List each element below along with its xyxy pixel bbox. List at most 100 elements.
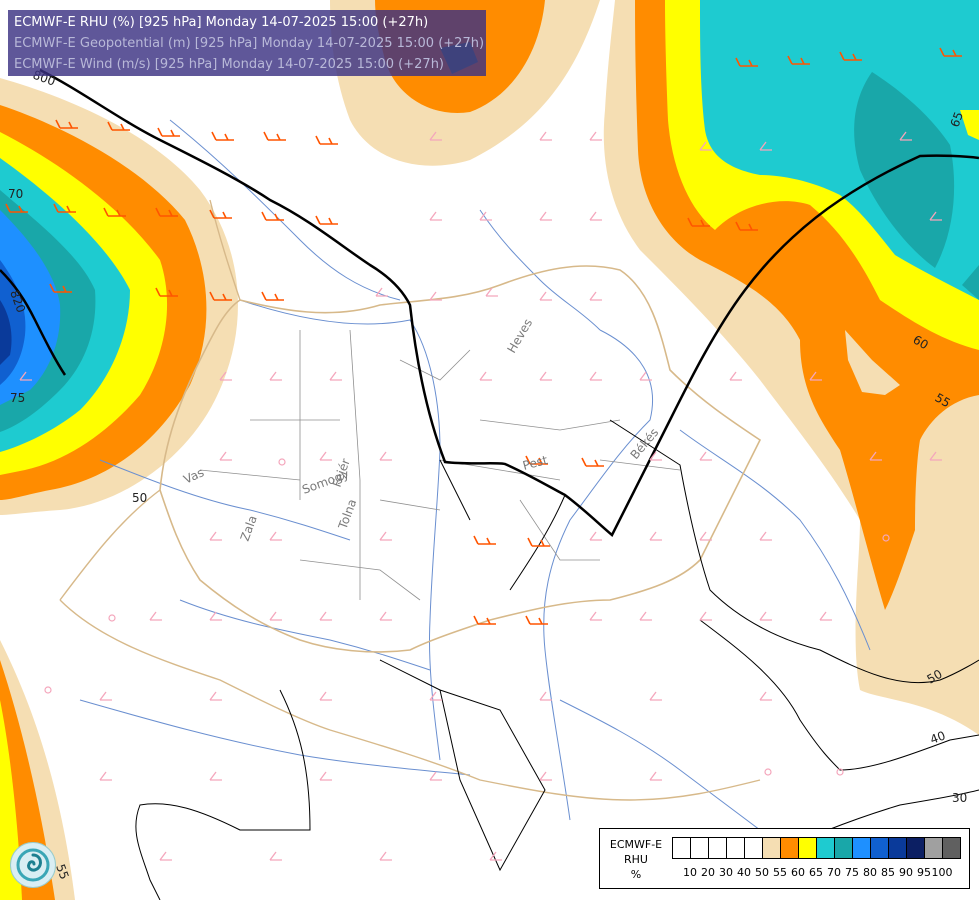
wind-barb <box>329 371 342 381</box>
legend-tick-label: 60 <box>791 866 805 879</box>
wind-barb <box>699 531 712 541</box>
wind-barb <box>99 771 112 781</box>
wind-barb-strong <box>473 535 496 545</box>
wind-barb <box>759 691 772 701</box>
wind-barb <box>539 371 552 381</box>
wind-barb <box>759 611 772 621</box>
legend-tick-label: 90 <box>899 866 913 879</box>
wind-barb-strong <box>525 615 548 625</box>
wind-barb-strong <box>55 119 78 129</box>
wind-barb <box>649 691 662 701</box>
wind-barb-strong <box>527 537 550 547</box>
river-danube <box>239 299 441 761</box>
rhu-yellow-top-right <box>960 110 979 140</box>
legend-unit: % <box>630 868 642 881</box>
legend-swatch <box>744 837 763 859</box>
legend-tick-label: 95 <box>917 866 931 879</box>
legend-swatch <box>762 837 781 859</box>
legend-tick-label: 85 <box>881 866 895 879</box>
ecmwf-swirl-icon <box>16 848 50 882</box>
wind-barb <box>429 211 442 221</box>
wind-barbs-light <box>19 131 942 861</box>
title-wind: ECMWF-E Wind (m/s) [925 hPa] Monday 14-0… <box>14 57 445 72</box>
legend-tick-label: 40 <box>737 866 751 879</box>
wind-barb <box>639 371 652 381</box>
calm-marker <box>882 534 890 542</box>
rhu-90-area-west <box>0 300 12 365</box>
wind-barb <box>589 211 602 221</box>
wind-barb-strong <box>315 215 338 225</box>
rhu-label-55-east: 55 <box>933 390 953 410</box>
legend-tick-label: 80 <box>863 866 877 879</box>
wind-barb <box>429 291 442 301</box>
county-borders <box>199 329 681 601</box>
wind-barb-strong <box>209 209 232 219</box>
wind-barb-strong <box>261 211 284 221</box>
wind-barb-strong <box>787 55 810 65</box>
wind-barb <box>379 611 392 621</box>
wind-barb <box>209 691 222 701</box>
river-sava <box>79 699 471 776</box>
wind-barb-strong <box>49 283 72 293</box>
title-geopotential: ECMWF-E Geopotential (m) [925 hPa] Monda… <box>14 36 485 51</box>
legend-tick-label: 65 <box>809 866 823 879</box>
wind-barb <box>269 371 282 381</box>
borders <box>59 199 762 801</box>
map-title-box: ECMWF-E RHU (%) [925 hPa] Monday 14-07-2… <box>8 10 486 76</box>
ecmwf-logo <box>10 842 56 888</box>
wind-barb-strong <box>939 47 962 57</box>
wind-barb <box>589 291 602 301</box>
wind-barb <box>479 371 492 381</box>
rivers <box>79 119 871 861</box>
place-label-tolna: Tolna <box>335 497 359 532</box>
wind-barbs-strong <box>5 47 962 625</box>
rhu-label-60: 60 <box>911 332 931 352</box>
place-labels: Vas Zala Somogy Fejér Tolna Pest Heves B… <box>181 316 661 543</box>
rhu-label-65: 65 <box>948 110 966 129</box>
wind-barb-strong <box>53 203 76 213</box>
wind-barb <box>19 371 32 381</box>
wind-barb <box>269 611 282 621</box>
title-rhu: ECMWF-E RHU (%) [925 hPa] Monday 14-07-2… <box>14 15 429 30</box>
wind-barb-strong <box>155 207 178 217</box>
wind-barb <box>539 131 552 141</box>
calm-marker <box>44 686 52 694</box>
rhu-50-line-east <box>609 419 979 684</box>
wind-barb-strong <box>103 207 126 217</box>
legend-swatch <box>834 837 853 859</box>
wind-barb-strong <box>211 131 234 141</box>
wind-barb-strong <box>525 455 548 465</box>
legend-swatch <box>780 837 799 859</box>
rhu-fill-west <box>0 78 238 515</box>
wind-barb-strong <box>735 57 758 67</box>
wind-barb <box>649 451 662 461</box>
legend-swatch <box>672 837 691 859</box>
wind-barb <box>589 611 602 621</box>
wind-barb-strong <box>473 615 496 625</box>
wind-barb <box>589 131 602 141</box>
wind-barb <box>699 451 712 461</box>
wind-barb <box>729 371 742 381</box>
wind-barb <box>219 451 232 461</box>
calm-marker <box>764 768 772 776</box>
wind-barb <box>479 211 492 221</box>
wind-barb-strong <box>107 121 130 131</box>
legend-model: ECMWF-E <box>609 838 663 851</box>
calm-markers <box>44 458 890 776</box>
wind-barb <box>209 531 222 541</box>
wind-barb-strong <box>581 457 604 467</box>
wind-barb <box>319 451 332 461</box>
legend-tick-label: 10 <box>683 866 697 879</box>
wind-barb <box>819 611 832 621</box>
wind-barb <box>539 691 552 701</box>
wind-barb-strong <box>315 135 338 145</box>
wind-barb <box>649 531 662 541</box>
wind-barb <box>759 531 772 541</box>
wind-barb <box>539 211 552 221</box>
wind-barb <box>429 771 442 781</box>
wind-barb <box>485 287 498 297</box>
rhu-legend: ECMWF-E RHU % 10 20 30 40 50 55 60 65 70 75 80 85 90… <box>599 828 970 889</box>
wind-barb <box>649 771 662 781</box>
geopotential-contours <box>0 68 979 900</box>
